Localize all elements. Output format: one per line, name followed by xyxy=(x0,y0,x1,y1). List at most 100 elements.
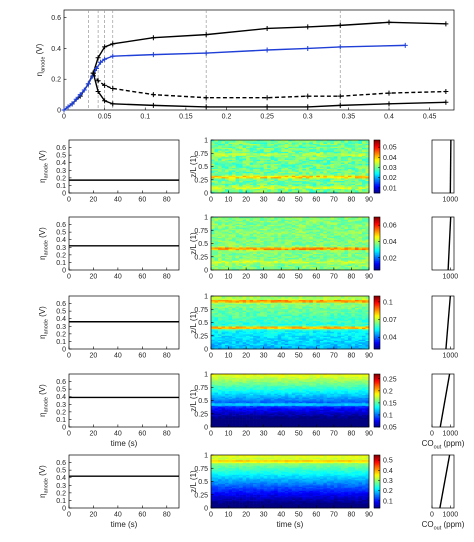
heatmap-cell xyxy=(295,145,300,147)
heatmap-cell xyxy=(235,262,240,264)
heatmap-cell xyxy=(281,143,286,146)
heatmap-cell xyxy=(239,175,243,178)
heatmap-cell xyxy=(235,141,240,143)
heatmap-cell xyxy=(326,255,331,258)
heatmap-cell xyxy=(225,181,229,183)
heatmap-cell xyxy=(277,190,282,192)
heatmap-cell xyxy=(260,163,264,166)
heatmap-cell xyxy=(291,234,296,236)
heatmap-cell xyxy=(221,167,226,170)
heatmap-cell xyxy=(351,255,356,258)
heatmap-cell xyxy=(330,254,335,256)
heatmap-cell xyxy=(323,181,328,183)
heatmap-cell xyxy=(260,256,264,259)
heatmap-cell xyxy=(298,251,303,254)
heatmap-cell xyxy=(295,220,300,223)
heatmap-cell xyxy=(344,234,349,236)
heatmap-cell xyxy=(284,163,289,166)
heatmap-cell xyxy=(337,240,342,243)
heatmap-cell xyxy=(344,165,349,167)
heatmap-cell xyxy=(309,178,314,181)
heatmap-cell xyxy=(305,177,310,179)
heatmap-cell xyxy=(323,157,328,159)
heatmap-cell xyxy=(274,250,279,252)
heatmap-cell xyxy=(361,260,366,263)
heatmap-cell xyxy=(319,146,324,149)
heatmap-cell xyxy=(218,170,222,173)
heatmap-cell xyxy=(235,181,240,183)
heatmap-cell xyxy=(214,239,219,242)
heatmap-cell xyxy=(242,243,247,246)
data-point-marker xyxy=(203,32,209,38)
heatmap-cell xyxy=(330,157,335,159)
heatmap-cell xyxy=(344,244,349,247)
heatmap-cell xyxy=(221,226,226,228)
x-tick-label: 80 xyxy=(163,353,171,360)
heatmap-cell xyxy=(263,239,268,242)
heatmap-cell xyxy=(218,228,222,231)
heatmap-cell xyxy=(253,177,257,179)
heatmap-cell xyxy=(284,248,289,251)
heatmap-cell xyxy=(228,219,233,222)
heatmap-cell xyxy=(228,185,233,187)
heatmap-cell xyxy=(295,222,300,224)
heatmap-cell xyxy=(253,151,257,154)
heatmap-cell xyxy=(225,154,229,157)
heatmap-cell xyxy=(347,228,352,231)
heatmap-cell xyxy=(239,150,243,153)
heatmap-cell xyxy=(267,143,271,146)
heatmap-cell xyxy=(302,230,307,232)
heatmap-cell xyxy=(260,226,264,228)
heatmap-cell xyxy=(361,259,366,262)
heatmap-cell xyxy=(218,259,222,262)
heatmap-cell xyxy=(302,226,307,228)
heatmap-cell xyxy=(319,158,324,161)
heatmap-cell xyxy=(351,256,356,259)
heatmap-cell xyxy=(291,256,296,259)
heatmap-cell xyxy=(351,149,356,151)
heatmap-cell xyxy=(228,258,233,260)
heatmap-cell xyxy=(358,242,363,244)
heatmap-cell xyxy=(242,230,247,232)
x-tick-label: 10 xyxy=(225,274,233,281)
heatmap-cell xyxy=(312,145,317,147)
heatmap-cell xyxy=(330,166,335,169)
data-point-marker xyxy=(102,44,108,50)
heatmap-cell xyxy=(239,250,243,252)
heatmap-cell xyxy=(253,220,257,223)
heatmap-cell xyxy=(263,166,268,169)
heatmap-cell xyxy=(340,255,345,258)
heatmap-cell xyxy=(365,240,370,243)
heatmap-cell xyxy=(291,236,296,239)
heatmap-cell xyxy=(246,182,250,185)
heatmap-cell xyxy=(347,190,352,192)
y-tick-label: 0.1 xyxy=(56,339,66,346)
heatmap-cell xyxy=(249,240,254,243)
heatmap-cell xyxy=(211,173,215,175)
heatmap-cell xyxy=(309,232,314,235)
heatmap-cell xyxy=(277,147,282,150)
colorbar-step xyxy=(374,173,380,175)
heatmap-cell xyxy=(305,230,310,232)
heatmap-cell xyxy=(323,255,328,258)
heatmap-cell xyxy=(298,189,303,191)
heatmap-cell xyxy=(277,185,282,187)
heatmap-cell xyxy=(235,142,240,145)
heatmap-cell xyxy=(281,151,286,154)
heatmap-cell xyxy=(340,166,345,169)
heatmap-cell xyxy=(228,247,233,250)
heatmap-cell xyxy=(323,252,328,255)
heatmap-cell xyxy=(211,252,215,255)
heatmap-cell xyxy=(351,143,356,146)
heatmap-cell xyxy=(337,146,342,149)
heatmap-cell xyxy=(305,234,310,236)
heatmap-cell xyxy=(211,162,215,165)
x-tick-label: 0 xyxy=(67,353,71,360)
heatmap-cell xyxy=(354,177,359,179)
heatmap-cell xyxy=(277,260,282,263)
heatmap-cell xyxy=(253,150,257,153)
heatmap-cell xyxy=(340,140,345,142)
heatmap-cell xyxy=(211,150,215,153)
x-tick-label: 90 xyxy=(365,197,373,204)
heatmap-cell xyxy=(319,251,324,254)
